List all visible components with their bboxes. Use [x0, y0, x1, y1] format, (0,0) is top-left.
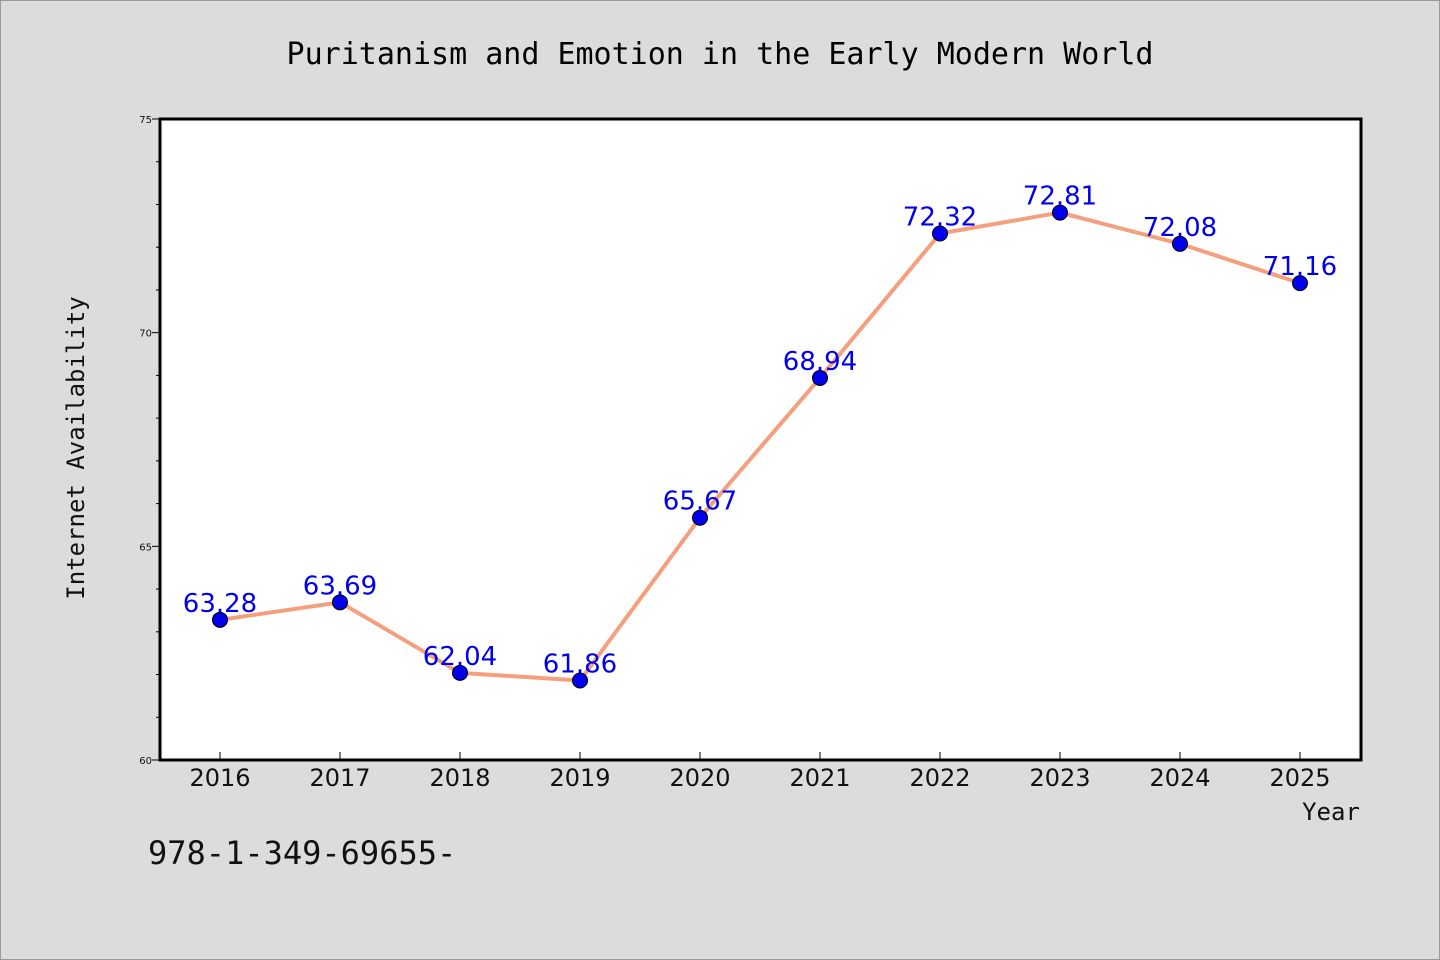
data-label: 72.32 — [903, 203, 977, 233]
data-point — [932, 225, 948, 242]
x-tick-label: 2024 — [1149, 764, 1210, 792]
x-tick-label: 2019 — [549, 764, 610, 792]
data-label: 68.94 — [783, 347, 857, 377]
data-point — [1052, 204, 1068, 221]
x-tick-label: 2018 — [429, 764, 490, 792]
data-label: 63.69 — [303, 571, 377, 601]
y-axis-label: Internet Availability — [62, 296, 90, 599]
data-label: 71.16 — [1263, 252, 1337, 282]
y-tick-label: 65 — [139, 542, 152, 553]
x-axis-label: Year — [1302, 798, 1360, 826]
x-tick-label: 2016 — [189, 764, 250, 792]
data-point — [212, 611, 228, 628]
x-tick-label: 2025 — [1269, 764, 1330, 792]
data-label: 63.28 — [183, 589, 257, 619]
y-axis-ticks: 60 65 70 75 — [139, 115, 160, 767]
plot-area — [160, 119, 1361, 760]
x-tick-label: 2022 — [909, 764, 970, 792]
plot-border — [158, 117, 1363, 762]
data-point — [332, 594, 348, 611]
data-point — [572, 672, 588, 689]
data-point — [1292, 275, 1308, 292]
data-label: 72.81 — [1023, 182, 1097, 212]
x-tick-label: 2023 — [1029, 764, 1090, 792]
series-line — [218, 210, 1302, 683]
series-markers — [212, 204, 1308, 689]
chart-title: Puritanism and Emotion in the Early Mode… — [287, 37, 1154, 72]
data-labels: 63.28 63.69 62.04 61.86 65.67 68.94 72.32 72.81… — [183, 182, 1337, 680]
y-tick-label: 75 — [139, 115, 152, 126]
x-tick-label: 2021 — [789, 764, 850, 792]
y-tick-label: 70 — [139, 329, 152, 340]
data-label: 65.67 — [663, 487, 737, 517]
data-label: 72.08 — [1143, 213, 1217, 243]
data-point — [692, 509, 708, 526]
data-label: 61.86 — [543, 650, 617, 680]
data-label: 62.04 — [423, 642, 497, 672]
x-tick-label: 2017 — [309, 764, 370, 792]
x-tick-label: 2020 — [669, 764, 730, 792]
y-tick-label: 60 — [139, 756, 152, 767]
x-axis-ticks: 2016 2017 2018 2019 2020 2021 2022 2023 2024 2025 — [189, 752, 1331, 792]
data-point — [452, 664, 468, 681]
footer-isbn-text: 978-1-349-69655- — [148, 834, 456, 872]
data-point — [1172, 235, 1188, 252]
data-point — [812, 369, 828, 386]
